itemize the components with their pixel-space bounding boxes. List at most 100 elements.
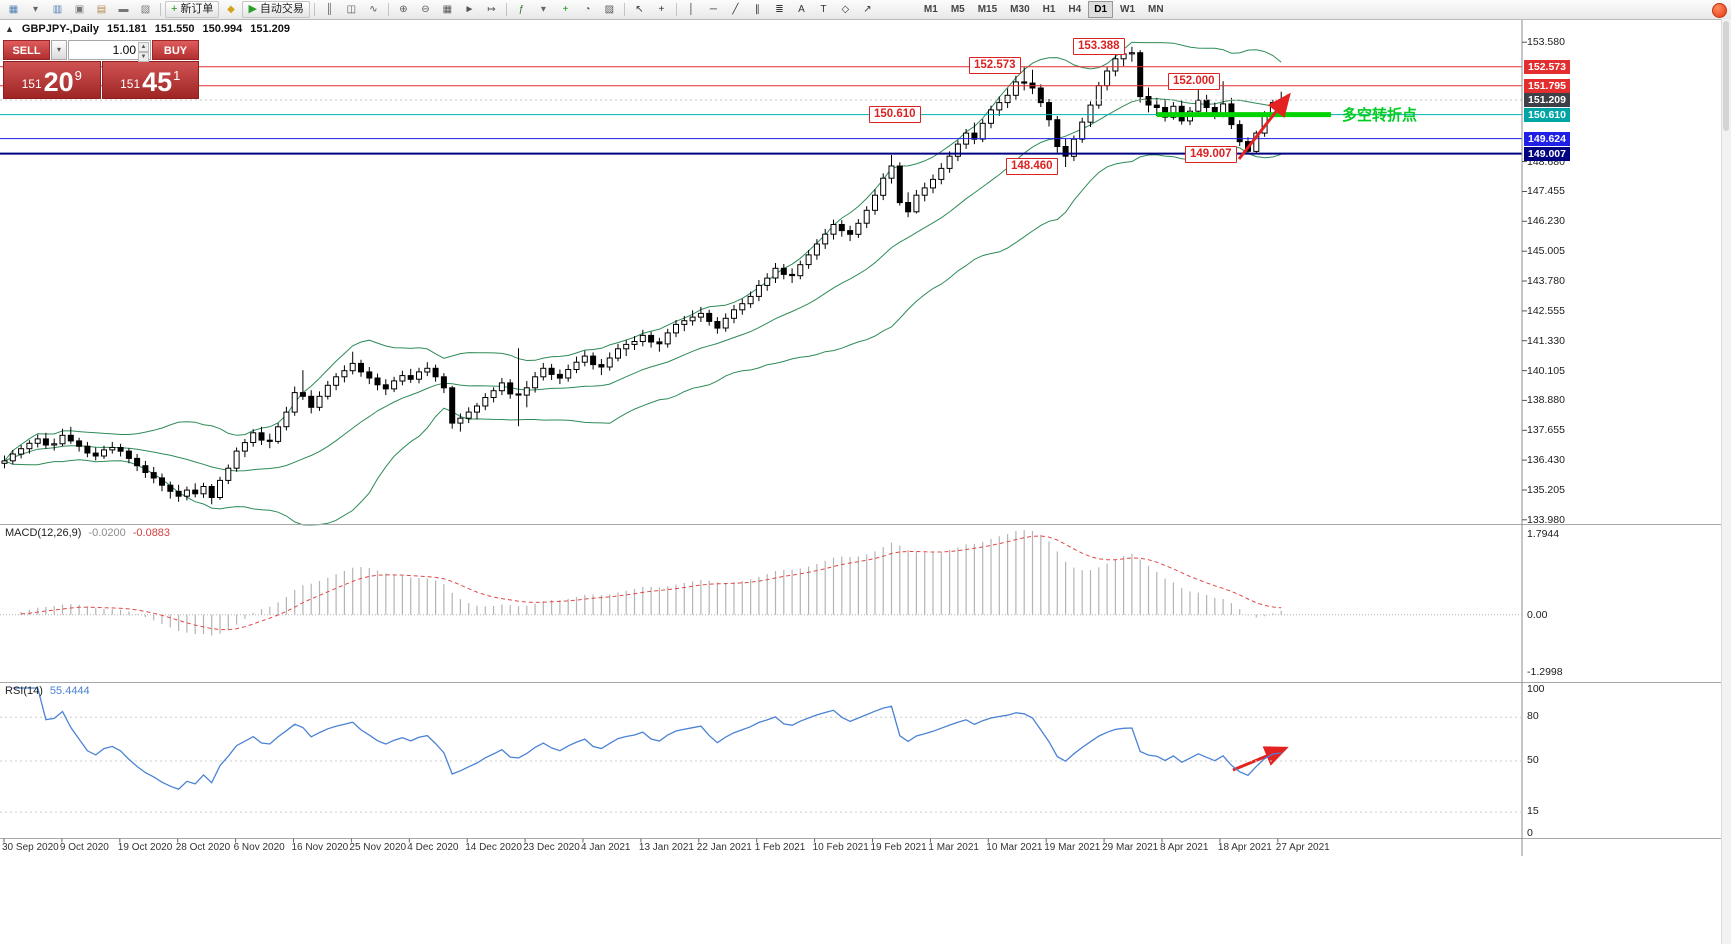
candle bbox=[722, 317, 729, 329]
timeframe-h1[interactable]: H1 bbox=[1042, 4, 1056, 15]
rsi-arrow[interactable] bbox=[1232, 746, 1289, 772]
metaeditor-button[interactable]: ◆ bbox=[220, 1, 241, 18]
price-axis-badge: 150.610 bbox=[1524, 107, 1570, 122]
data-window-button[interactable]: ▣ bbox=[69, 1, 90, 18]
indicators-dropdown-icon: ▾ bbox=[540, 4, 546, 15]
trend-arrow[interactable] bbox=[1237, 92, 1291, 160]
terminal-button[interactable]: ▬ bbox=[113, 1, 134, 18]
timeframe-m15[interactable]: M15 bbox=[977, 4, 998, 15]
sell-price-box[interactable]: 151 20 9 bbox=[3, 61, 101, 99]
timeframe-m1[interactable]: M1 bbox=[923, 4, 938, 15]
price-callout[interactable]: 150.610 bbox=[869, 106, 921, 123]
scrollbar-thumb[interactable] bbox=[1723, 21, 1729, 131]
candle bbox=[382, 384, 389, 390]
candle bbox=[515, 393, 522, 396]
strategy-tester-button[interactable]: ▧ bbox=[135, 1, 156, 18]
volume-input[interactable] bbox=[69, 41, 150, 59]
zoom-out-button[interactable]: ⊖ bbox=[415, 1, 436, 18]
fibonacci-tool[interactable]: ≣ bbox=[769, 1, 790, 18]
vertical-line-tool[interactable]: │ bbox=[681, 1, 702, 18]
navigator-button[interactable]: ▤ bbox=[91, 1, 112, 18]
candle bbox=[988, 109, 994, 124]
zoom-in-button-icon: ⊕ bbox=[399, 4, 408, 15]
price-callout[interactable]: 148.460 bbox=[1006, 158, 1058, 175]
crosshair-tool[interactable]: + bbox=[651, 1, 672, 18]
date-axis-label: 10 Mar 2021 bbox=[986, 842, 1043, 853]
volume-down-arrow[interactable]: ▼ bbox=[138, 52, 149, 62]
timeframe-mn[interactable]: MN bbox=[1148, 4, 1164, 15]
candle bbox=[872, 194, 878, 211]
timeframe-m5[interactable]: M5 bbox=[950, 4, 965, 15]
chart-shift-button[interactable]: ↦ bbox=[481, 1, 502, 18]
volume-up-arrow[interactable]: ▲ bbox=[138, 42, 149, 52]
price-callout[interactable]: 153.388 bbox=[1073, 38, 1125, 55]
candlestick-mode-button[interactable]: ◫ bbox=[341, 1, 362, 18]
periods-button[interactable]: ◔ bbox=[577, 1, 598, 18]
price-axis-badge: 152.573 bbox=[1524, 59, 1570, 74]
indicators-button[interactable]: ƒ bbox=[511, 1, 532, 18]
templates-button[interactable]: ▨ bbox=[599, 1, 620, 18]
line-chart-mode-button[interactable]: ∿ bbox=[363, 1, 384, 18]
rsi-axis-label: 100 bbox=[1527, 683, 1545, 695]
profiles-dropdown[interactable]: ▾ bbox=[25, 1, 46, 18]
price-callout[interactable]: 152.000 bbox=[1168, 73, 1220, 90]
trendline-tool[interactable]: ╱ bbox=[725, 1, 746, 18]
sell-button[interactable]: SELL bbox=[3, 40, 50, 60]
new-chart-button[interactable]: ▦ bbox=[3, 1, 24, 18]
toolbar-separator bbox=[160, 3, 161, 16]
one-click-collapse-toggle[interactable]: ▲ bbox=[5, 24, 14, 34]
price-callout[interactable]: 149.007 bbox=[1185, 146, 1237, 163]
arrows-dropdown[interactable]: ↗ bbox=[857, 1, 878, 18]
add-indicator-button[interactable]: + bbox=[555, 1, 576, 18]
candle bbox=[76, 440, 83, 447]
new-order-button[interactable]: + 新订单 bbox=[165, 1, 220, 18]
timeframe-w1[interactable]: W1 bbox=[1120, 4, 1136, 15]
terminal-button-icon: ▬ bbox=[118, 4, 129, 15]
candle bbox=[125, 450, 132, 459]
text-tool[interactable]: A bbox=[791, 1, 812, 18]
timeframe-h4[interactable]: H4 bbox=[1068, 4, 1082, 15]
tile-windows-button[interactable]: ▦ bbox=[437, 1, 458, 18]
new-order-button-icon: + bbox=[171, 3, 178, 15]
macd-axis-zero: 0.00 bbox=[1527, 608, 1548, 621]
notification-badge[interactable] bbox=[1712, 3, 1727, 18]
bar-chart-mode-button[interactable]: ║ bbox=[319, 1, 340, 18]
buy-button[interactable]: BUY bbox=[152, 40, 199, 60]
price-callout[interactable]: 152.573 bbox=[969, 57, 1021, 74]
candle bbox=[465, 411, 472, 419]
price-axis-label: 138.880 bbox=[1527, 394, 1565, 407]
indicators-dropdown[interactable]: ▾ bbox=[533, 1, 554, 18]
channel-tool[interactable]: ∥ bbox=[747, 1, 768, 18]
candle bbox=[764, 277, 771, 286]
autotrading-button[interactable]: ▶ 自动交易 bbox=[242, 1, 310, 18]
cursor-tool[interactable]: ↖ bbox=[629, 1, 650, 18]
bar-chart-mode-button-icon: ║ bbox=[325, 4, 333, 15]
candle bbox=[930, 178, 936, 189]
timeframe-d1[interactable]: D1 bbox=[1088, 1, 1114, 18]
candle bbox=[159, 477, 165, 486]
volume-field-wrap: ▲ ▼ bbox=[68, 40, 151, 62]
vertical-scrollbar[interactable] bbox=[1721, 19, 1731, 944]
candle bbox=[474, 405, 480, 413]
timeframe-m30[interactable]: M30 bbox=[1010, 4, 1030, 15]
horizontal-line-tool[interactable]: ─ bbox=[703, 1, 724, 18]
candle bbox=[755, 284, 762, 297]
date-axis-label: 10 Feb 2021 bbox=[812, 842, 869, 853]
candle bbox=[316, 395, 323, 408]
market-watch-button[interactable]: ▥ bbox=[47, 1, 68, 18]
volume-dropdown[interactable]: ▾ bbox=[51, 40, 67, 60]
chinese-annotation-text[interactable]: 多空转折点 bbox=[1342, 107, 1418, 124]
auto-scroll-button[interactable]: ► bbox=[459, 1, 480, 18]
buy-price-box[interactable]: 151 45 1 bbox=[101, 61, 199, 99]
ohlc-open: 151.181 bbox=[106, 23, 147, 35]
candle bbox=[697, 312, 704, 318]
label-tool[interactable]: T bbox=[813, 1, 834, 18]
macd-signal-value: -0.0883 bbox=[132, 527, 171, 539]
shapes-dropdown[interactable]: ◇ bbox=[835, 1, 856, 18]
candle bbox=[18, 448, 25, 455]
zoom-in-button[interactable]: ⊕ bbox=[393, 1, 414, 18]
candle bbox=[598, 364, 605, 368]
candle bbox=[498, 382, 505, 392]
candle bbox=[1153, 104, 1160, 108]
